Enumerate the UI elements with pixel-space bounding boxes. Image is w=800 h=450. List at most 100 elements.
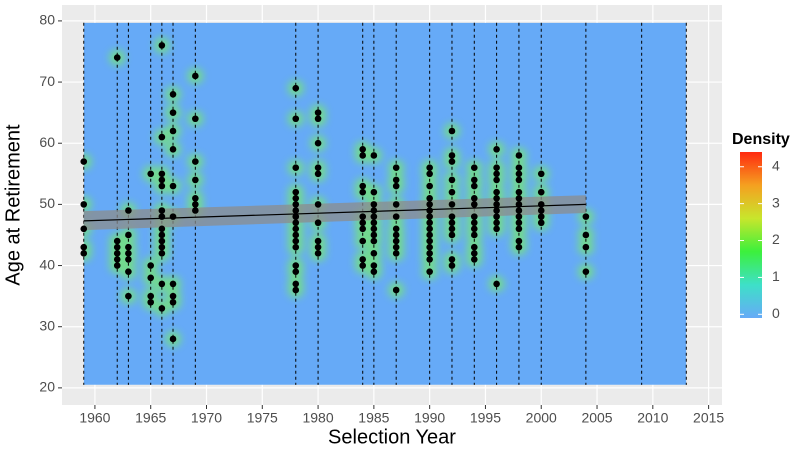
y-tick-label: 70 — [39, 73, 55, 89]
point — [493, 213, 500, 220]
point — [470, 231, 478, 239]
point — [192, 207, 199, 214]
point — [147, 292, 155, 300]
point — [113, 262, 121, 269]
point — [292, 231, 300, 239]
x-tick-label: 2015 — [693, 410, 724, 426]
point — [448, 231, 456, 239]
point — [80, 225, 88, 233]
point — [158, 305, 166, 312]
point — [292, 194, 300, 202]
point — [80, 243, 88, 251]
point — [515, 194, 523, 202]
point — [158, 231, 166, 239]
point — [192, 194, 199, 202]
point — [392, 237, 400, 245]
point — [392, 231, 400, 239]
point — [158, 243, 166, 251]
x-tick-label: 1960 — [79, 410, 110, 426]
point — [158, 182, 166, 190]
x-tick-label: 1990 — [414, 410, 445, 426]
point — [292, 213, 300, 220]
point — [370, 188, 378, 196]
point — [292, 280, 300, 288]
point — [113, 250, 121, 257]
point — [359, 262, 367, 269]
point — [392, 201, 400, 208]
point — [493, 176, 500, 184]
point — [292, 164, 300, 171]
point — [359, 225, 367, 233]
point — [169, 213, 177, 220]
point — [158, 280, 166, 288]
y-tick-label: 80 — [39, 12, 55, 28]
point — [426, 231, 433, 239]
point — [169, 298, 177, 306]
point — [537, 207, 545, 214]
point — [314, 237, 322, 245]
y-tick-label: 50 — [39, 195, 55, 211]
point — [392, 286, 400, 294]
point — [370, 250, 378, 257]
point — [359, 146, 367, 153]
point — [292, 207, 300, 214]
point — [192, 158, 199, 165]
point — [582, 231, 590, 239]
point — [448, 219, 456, 227]
point — [448, 213, 456, 220]
point — [292, 219, 300, 227]
point — [314, 170, 322, 178]
point — [359, 188, 367, 196]
point — [426, 182, 433, 190]
point — [426, 225, 433, 233]
point — [426, 164, 433, 171]
point — [470, 176, 478, 184]
point — [448, 152, 456, 159]
point — [370, 237, 378, 245]
point — [426, 201, 433, 208]
point — [359, 256, 367, 263]
point — [448, 201, 456, 208]
density-spot — [83, 153, 92, 170]
point — [125, 292, 132, 300]
point — [582, 213, 590, 220]
point — [493, 280, 500, 288]
point — [392, 164, 400, 171]
point — [370, 225, 378, 233]
point — [537, 170, 545, 178]
point — [80, 158, 88, 165]
colorbar-label: 1 — [772, 268, 780, 284]
y-tick-label: 40 — [39, 256, 55, 272]
x-tick-label: 1965 — [135, 410, 166, 426]
point — [537, 201, 545, 208]
point — [370, 262, 378, 269]
point — [470, 256, 478, 263]
point — [426, 237, 433, 245]
point — [370, 152, 378, 159]
point — [448, 127, 456, 135]
point — [370, 213, 378, 220]
point — [147, 170, 155, 178]
point — [426, 170, 433, 178]
point — [359, 182, 367, 190]
point — [113, 243, 121, 251]
point — [192, 201, 199, 208]
point — [470, 164, 478, 171]
point — [169, 90, 177, 98]
point — [169, 280, 177, 288]
point — [582, 268, 590, 275]
trend-line — [83, 203, 586, 222]
y-axis-title: Age at Retirement — [2, 124, 24, 286]
point — [292, 286, 300, 294]
point — [448, 225, 456, 233]
point — [515, 237, 523, 245]
point — [370, 219, 378, 227]
point — [158, 176, 166, 184]
colorbar-label: 4 — [772, 157, 780, 173]
x-tick-label: 2000 — [526, 410, 557, 426]
point — [426, 243, 433, 251]
point — [359, 213, 367, 220]
point — [147, 298, 155, 306]
point — [448, 188, 456, 196]
point — [392, 213, 400, 220]
